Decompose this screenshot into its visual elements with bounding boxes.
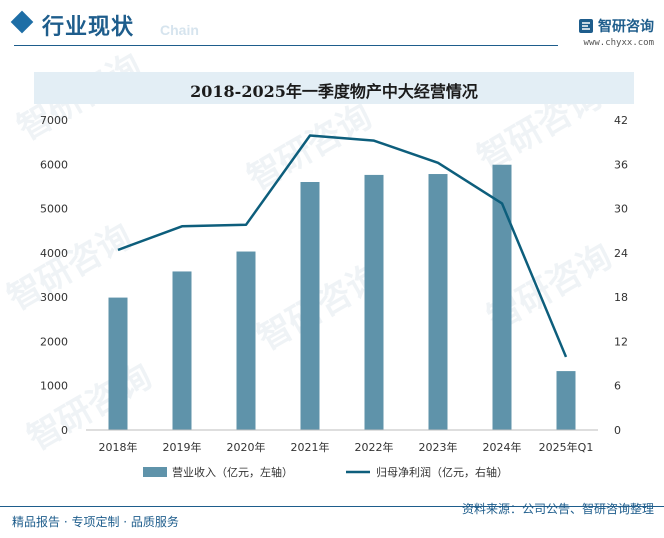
x-tick-label: 2021年 xyxy=(291,440,330,454)
section-title: 行业现状 xyxy=(42,15,135,40)
line-series xyxy=(117,134,568,358)
diamond-icon xyxy=(10,10,34,34)
bar-series xyxy=(108,164,576,430)
bar xyxy=(108,297,128,430)
y-left-tick-label: 6000 xyxy=(40,158,68,171)
combo-chart: 0 1000 2000 3000 4000 5000 6000 7000 0 6 12 18 24 30… xyxy=(40,114,628,479)
y-right-tick-label: 36 xyxy=(614,158,628,171)
footer-divider xyxy=(0,506,664,507)
y-right-tick-label: 18 xyxy=(614,291,628,304)
y-right-tick-label: 42 xyxy=(614,114,628,127)
y-right-tick-label: 0 xyxy=(614,424,621,437)
y-right-tick-label: 24 xyxy=(614,247,628,260)
section-subtitle: Chain xyxy=(160,22,199,38)
chart-title-bar: 2018-2025年一季度物产中大经营情况 xyxy=(34,72,634,104)
x-tick-label: 2020年 xyxy=(227,440,266,454)
header: 行业现状 Chain 智研咨询 www.chyxx.com xyxy=(0,0,664,52)
source-note: 资料来源：公司公告、智研咨询整理 xyxy=(461,502,654,516)
legend-label-revenue: 营业收入（亿元，左轴） xyxy=(172,465,293,479)
bar xyxy=(364,174,384,430)
x-tick-label: 2018年 xyxy=(99,440,138,454)
y-left-tick-label: 7000 xyxy=(40,114,68,127)
bar xyxy=(556,371,576,430)
brand-logo-icon xyxy=(579,19,593,33)
brand: 智研咨询 www.chyxx.com xyxy=(578,16,654,48)
y-right-tick-label: 30 xyxy=(614,203,628,216)
right-axis: 0 6 12 18 24 30 36 42 xyxy=(614,114,628,437)
chart-title: 2018-2025年一季度物产中大经营情况 xyxy=(190,82,478,101)
brand-name-row: 智研咨询 xyxy=(578,16,654,36)
x-axis: 2018年 2019年 2020年 2021年 2022年 2023年 2024年 2025年… xyxy=(86,429,598,454)
left-axis: 0 1000 2000 3000 4000 5000 6000 7000 xyxy=(40,114,68,437)
bar xyxy=(300,182,320,430)
x-tick-label: 2022年 xyxy=(355,440,394,454)
brand-url: www.chyxx.com xyxy=(583,38,654,48)
profit-line xyxy=(117,134,568,358)
y-left-tick-label: 2000 xyxy=(40,335,68,348)
x-tick-label: 2019年 xyxy=(163,440,202,454)
y-left-tick-label: 1000 xyxy=(40,380,68,393)
x-tick-label: 2023年 xyxy=(419,440,458,454)
y-left-tick-label: 0 xyxy=(61,424,68,437)
x-tick-label: 2025年Q1 xyxy=(539,440,594,454)
x-tick-label: 2024年 xyxy=(483,440,522,454)
bar xyxy=(172,271,192,430)
legend-label-profit: 归母净利润（亿元，右轴） xyxy=(376,465,508,479)
header-divider xyxy=(14,45,558,46)
brand-name: 智研咨询 xyxy=(598,19,654,35)
y-right-tick-label: 12 xyxy=(614,335,628,348)
y-left-tick-label: 3000 xyxy=(40,291,68,304)
footer-tagline: 精品报告 · 专项定制 · 品质服务 xyxy=(12,515,179,529)
y-left-tick-label: 5000 xyxy=(40,203,68,216)
legend-swatch-revenue xyxy=(143,467,167,477)
bar xyxy=(428,174,448,430)
bar xyxy=(236,251,256,430)
bar xyxy=(492,164,512,430)
legend: 营业收入（亿元，左轴） 归母净利润（亿元，右轴） xyxy=(143,465,508,479)
y-right-tick-label: 6 xyxy=(614,380,621,393)
y-left-tick-label: 4000 xyxy=(40,247,68,260)
